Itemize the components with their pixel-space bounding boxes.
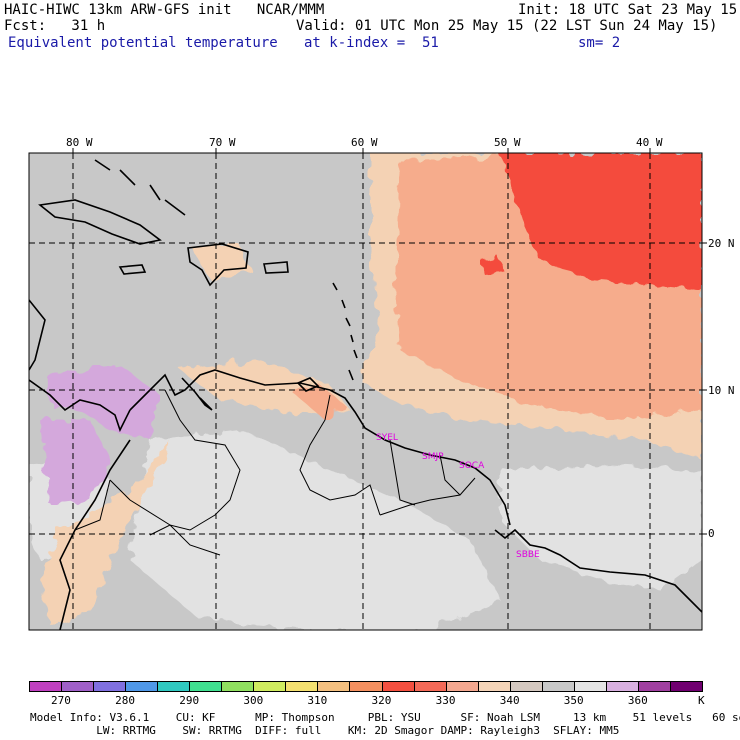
border-colombia-peru <box>109 479 221 556</box>
lavender-panama-colombia <box>45 365 160 440</box>
colorbar-tick-label: 300 <box>243 694 264 707</box>
light-gray-atlantic <box>500 465 702 590</box>
coast-central-america <box>29 299 131 433</box>
colorbar-tick-label: 340 <box>499 694 520 707</box>
red-northeast <box>500 153 702 290</box>
peach-hispaniola <box>190 245 250 280</box>
colorbar-cell <box>285 681 319 692</box>
lavender-regions <box>40 365 160 505</box>
station-soca: SOCA <box>459 461 485 471</box>
colorbar-tick-label: 310 <box>307 694 328 707</box>
forecast-hour: Fcst: 31 h <box>4 18 106 34</box>
colorbar-cell <box>669 681 703 692</box>
lon-label-50w: 50 W <box>494 136 521 149</box>
colorbar-cell <box>413 681 447 692</box>
colorbar-cell <box>189 681 223 692</box>
coast-cuba <box>38 199 162 245</box>
light-gray-regions <box>29 430 702 630</box>
lat-lon-grid <box>29 153 702 630</box>
lon-label-80w: 80 W <box>66 136 93 149</box>
colorbar-tick-label: 280 <box>115 694 136 707</box>
colorbar-cell <box>573 681 607 692</box>
lon-label-40w: 40 W <box>636 136 663 149</box>
colorbar-tick-label: 360 <box>627 694 648 707</box>
border-guyana-suriname <box>389 439 416 506</box>
colorbar-tick-label: 270 <box>51 694 71 707</box>
lat-label-20n: 20 N <box>708 237 735 250</box>
coast-bahamas <box>94 159 186 216</box>
border-suriname-fg <box>439 454 461 496</box>
colorbar-cell <box>637 681 671 692</box>
coastlines <box>29 159 702 630</box>
station-syel: SYEL <box>376 433 398 443</box>
init-time: Init: 18 UTC Sat 23 May 15 <box>518 2 738 18</box>
coast-amazon <box>494 528 702 613</box>
coast-jamaica <box>118 264 147 275</box>
colorbar-cell <box>381 681 415 692</box>
station-smjp: SMJP <box>422 452 444 462</box>
border-brazil-north <box>379 477 476 516</box>
border-venezuela-guyana <box>299 394 381 516</box>
colorbar-cell <box>317 681 351 692</box>
colorbar-cell <box>125 681 159 692</box>
coast-maracaibo <box>181 377 213 411</box>
salmon-coast <box>290 385 345 420</box>
colorbar-cell <box>477 681 511 692</box>
colorbar-cell <box>541 681 575 692</box>
border-ecuador <box>74 479 111 531</box>
map-frame <box>28 152 703 631</box>
colorbar-cell <box>605 681 639 692</box>
red-regions <box>480 153 702 290</box>
valid-time: Valid: 01 UTC Mon 25 May 15 (22 LST Sun … <box>296 18 718 34</box>
coast-puerto-rico <box>263 261 289 274</box>
border-colombia-venezuela <box>149 389 241 536</box>
station-sbbe: SBBE <box>516 550 540 560</box>
light-gray-south-america <box>130 430 500 630</box>
lavender-colombia-lowland <box>40 420 110 505</box>
model-info-line2: LW: RRTMG SW: RRTMG DIFF: full KM: 2D Sm… <box>30 724 620 737</box>
lat-label-0: 0 <box>708 527 715 540</box>
red-patch <box>480 258 505 275</box>
colorbar-tick-label: 320 <box>371 694 392 707</box>
colorbar-cell <box>61 681 95 692</box>
colorbar-tick-label: 350 <box>563 694 584 707</box>
colorbar-tick-label: 330 <box>435 694 456 707</box>
colorbar-cell <box>29 681 63 692</box>
model-title: HAIC-HIWC 13km ARW-GFS init NCAR/MMM <box>4 2 325 18</box>
field-name: Equivalent potential temperature <box>8 35 278 51</box>
coast-hispaniola <box>187 243 249 287</box>
lon-label-70w: 70 W <box>209 136 236 149</box>
colorbar-cell <box>93 681 127 692</box>
colorbar-cell <box>253 681 287 692</box>
colorbar-cell <box>349 681 383 692</box>
colorbar-cell <box>445 681 479 692</box>
colorbar-tick-label: 290 <box>179 694 200 707</box>
colorbar-unit: K <box>698 694 705 707</box>
coast-trinidad <box>296 377 320 392</box>
coast-lesser-antilles <box>332 282 358 381</box>
country-borders <box>74 389 476 556</box>
coast-south-america-north <box>129 369 511 526</box>
lat-label-10n: 10 N <box>708 384 735 397</box>
colorbar-cell <box>509 681 543 692</box>
colorbar-cell <box>157 681 191 692</box>
colorbar-cell <box>221 681 255 692</box>
model-info-line1: Model Info: V3.6.1 CU: KF MP: Thompson P… <box>30 711 740 724</box>
lon-label-60w: 60 W <box>351 136 378 149</box>
axis-ticks <box>72 148 707 535</box>
smoothing: sm= 2 <box>578 35 621 51</box>
level-index: at k-index = 51 <box>304 35 439 51</box>
